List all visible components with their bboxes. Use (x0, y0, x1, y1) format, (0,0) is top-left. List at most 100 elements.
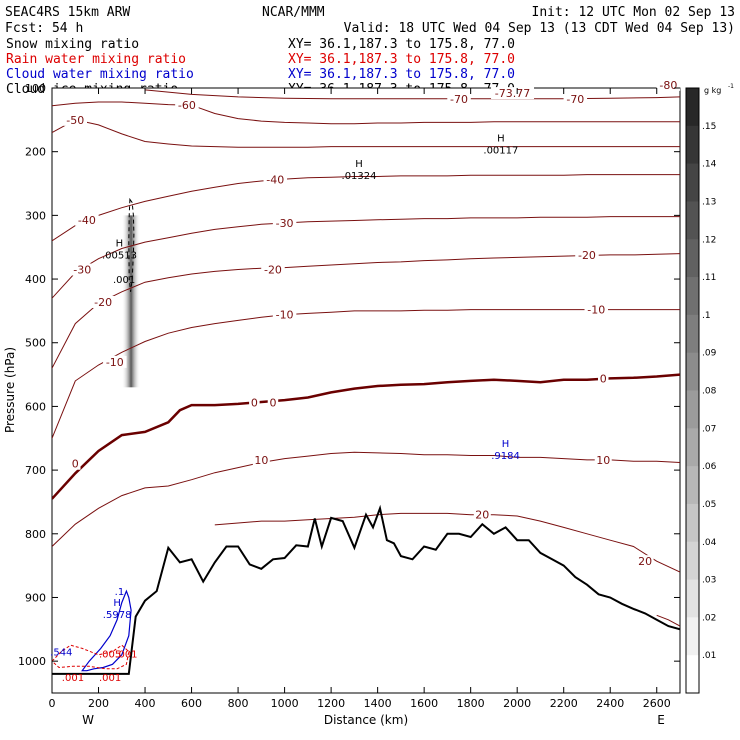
snow-shade-rect (121, 215, 141, 388)
series-temperature-2 (214, 512, 680, 573)
colorbar-swatch (686, 277, 699, 316)
temp-label: -20 (94, 296, 112, 309)
temp-label-bg (252, 453, 270, 466)
y-tick-label: 300 (25, 209, 46, 222)
temp-label-bg (597, 372, 609, 385)
contour-label: .005 (99, 650, 121, 661)
colorbar-tick-label: .13 (702, 197, 716, 207)
series-temperature-6 (52, 174, 680, 242)
colorbar-tick-label: .07 (702, 424, 716, 434)
colorbar-swatch (686, 239, 699, 278)
field-rain-name: Rain water mixing ratio (6, 52, 186, 67)
y-tick-label: 800 (25, 528, 46, 541)
series-temperature-0 (52, 373, 680, 500)
series-temperature-3 (52, 309, 680, 439)
colorbar-swatch (686, 125, 699, 165)
temp-label-bg (75, 213, 99, 226)
colorbar-tick-label: .1 (702, 311, 711, 321)
temp-label: -30 (276, 217, 294, 230)
temp-label: -60 (178, 99, 196, 112)
colorbar-tick-label: .01 (702, 651, 716, 661)
y-tick-label: 100 (25, 82, 46, 95)
field-cloudwater-name: Cloud water mixing ratio (6, 67, 194, 82)
colorbar-swatch (686, 163, 699, 202)
colorbar-tick-label: .11 (702, 273, 716, 283)
temp-label: 20 (638, 555, 652, 568)
snow-shade-band (121, 215, 141, 388)
series-rain-13 (52, 644, 130, 670)
max-mark: H (497, 133, 505, 144)
colorbar-tick-label: .05 (702, 500, 716, 510)
y-tick-label: 400 (25, 273, 46, 286)
temp-label-bg (636, 555, 654, 568)
max-value: .00513 (102, 250, 137, 261)
snow-shading-layer (121, 215, 141, 388)
temp-label-bg (563, 92, 588, 105)
temperature-contours (52, 89, 680, 627)
y-tick-label: 600 (25, 400, 46, 413)
temp-label: -50 (66, 114, 84, 127)
colorbar-swatch (686, 466, 699, 505)
series-temperature-1 (52, 451, 680, 547)
max-value: .5978 (103, 610, 132, 621)
temp-label-bg (91, 295, 115, 308)
y-tick-label: 700 (25, 464, 46, 477)
temp-label: -30 (73, 264, 91, 277)
temp-label: 0 (269, 397, 276, 410)
temp-label-bg (491, 87, 535, 100)
x-tick-label: 400 (135, 697, 156, 710)
colorbar-swatch (686, 579, 699, 618)
colorbar-swatch (686, 428, 699, 467)
temp-label: -70 (566, 93, 584, 106)
max-value: .9184 (491, 451, 520, 462)
contour-label: .1 (115, 587, 125, 598)
x-tick-label: 1000 (271, 697, 299, 710)
forecast-hour: Fcst: 54 h (5, 21, 83, 36)
temp-label: -20 (578, 249, 596, 262)
x-tick-label: 800 (228, 697, 249, 710)
temp-label-bg (584, 303, 609, 316)
contour-label: .001 (113, 275, 135, 286)
colorbar-tick-label: .15 (702, 122, 716, 132)
series-temperature-8 (52, 101, 680, 125)
valid-time: Valid: 18 UTC Wed 04 Sep 13 (13 CDT Wed … (344, 21, 735, 36)
x-tick-label: 2000 (503, 697, 531, 710)
temp-label-bg (249, 396, 260, 409)
x-tick-label: 600 (181, 697, 202, 710)
org-label: NCAR/MMM (262, 5, 325, 20)
temp-label-bg (272, 217, 297, 230)
temp-label: -40 (266, 174, 284, 187)
contour-label: .001 (62, 673, 84, 684)
temp-label: 10 (254, 454, 268, 467)
temp-label: -73.77 (495, 87, 530, 100)
init-time: Init: 12 UTC Mon 02 Sep 13 (532, 5, 736, 20)
temp-label: -10 (106, 356, 124, 369)
colorbar-swatch (686, 541, 699, 581)
temp-label-bg (267, 396, 279, 409)
contour-label: .001 (115, 650, 137, 661)
x-end-east: E (657, 713, 665, 727)
temp-label-bg (575, 248, 599, 261)
series-terrain-11 (52, 504, 680, 675)
temp-label: -80 (659, 79, 677, 92)
max-mark: H (355, 159, 363, 170)
x-tick-label: 1600 (410, 697, 438, 710)
x-tick-label: 2200 (550, 697, 578, 710)
colorbar-swatch (686, 352, 699, 391)
temp-label-bg (70, 457, 81, 470)
temp-label-bg (263, 173, 288, 186)
colorbar-frame (685, 87, 700, 694)
x-tick-label: 0 (49, 697, 56, 710)
colorbar: .01 .02 .03 .04 .05 .06 .07 .08 .09 .1 .11 .12 .13 .1… (685, 87, 717, 694)
terrain-layer (52, 504, 680, 675)
temp-label-bg (594, 453, 612, 466)
x-tick-label: 1400 (364, 697, 392, 710)
max-value: .00117 (483, 145, 518, 156)
field-snow-xy: XY= 36.1,187.3 to 175.8, 77.0 (288, 37, 515, 52)
field-cloudwater-xy: XY= 36.1,187.3 to 175.8, 77.0 (288, 67, 515, 82)
y-tick-label: 900 (25, 591, 46, 604)
temp-label-bg (63, 113, 88, 126)
x-tick-label: 200 (88, 697, 109, 710)
contour-label: .001 (99, 673, 121, 684)
colorbar-tick-label: .06 (702, 462, 717, 472)
